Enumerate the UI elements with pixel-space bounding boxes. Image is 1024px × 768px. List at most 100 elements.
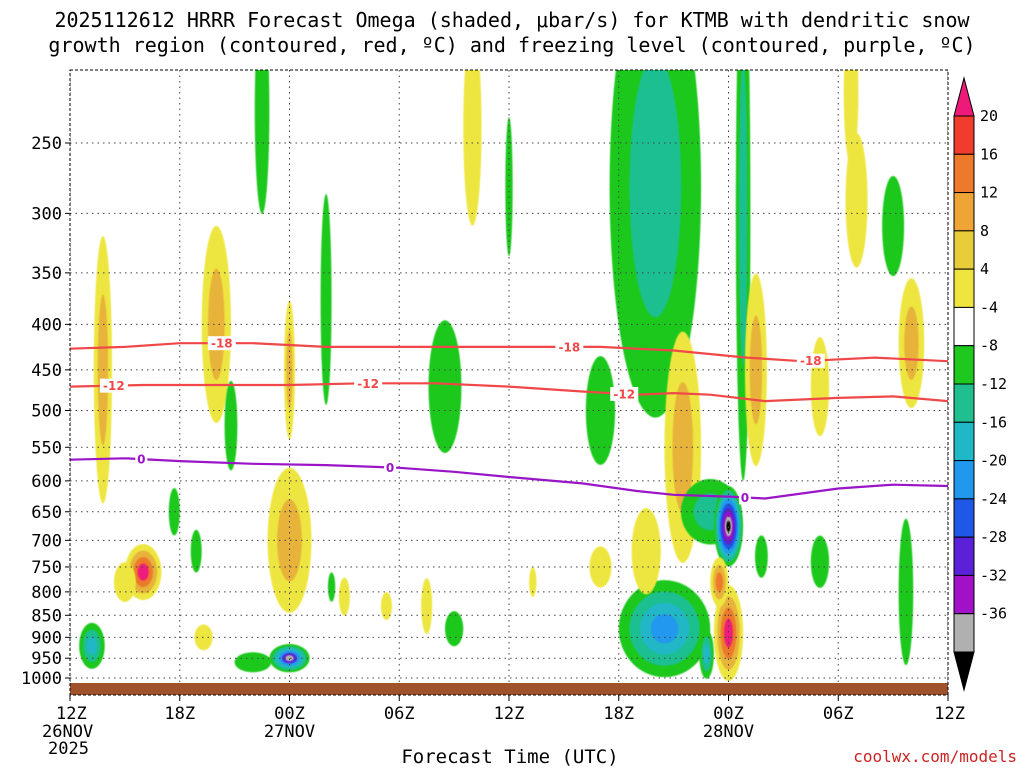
colorbar-label-0: 20 [980,107,998,125]
colorbar-label-6: -8 [980,337,998,355]
colorbar-box-7 [953,383,975,423]
omega-colorbar: 20 16 12 8 4 -4 -8 -12 -16 -20 -24 -28 -32 -36 [953,76,1007,692]
y-tick-label-550: 550 [31,438,62,458]
chart-title-line-2: growth region (contoured, red, ºC) and f… [48,33,975,57]
dgz-bottom-label-0: -12 [103,379,125,393]
freezing-level-label-bg-1 [384,460,397,475]
omega-blob-43-ring-4 [463,70,482,226]
colorbar-box-9 [953,460,975,500]
omega-blob-28-ring-4 [810,337,830,437]
omega-blob-6-ring-8 [277,499,302,582]
omega-blob-8-ring--4 [234,652,272,673]
omega-shading [79,70,925,681]
colorbar-box-11 [953,536,975,576]
colorbar-label-7: -12 [980,375,1007,393]
dgz-bottom-label-1: -12 [357,377,379,391]
pressure-axis: 2503003504004505005506006507007508008509… [21,134,70,689]
colorbar-box-1 [953,153,975,194]
colorbar-label-8: -16 [980,413,1007,431]
colorbar-label-11: -28 [980,528,1007,546]
omega-blob-34-ring-4 [589,546,612,588]
y-tick-label-300: 300 [31,204,62,224]
omega-blob-37-ring-4 [194,624,213,651]
omega-blob-11-ring--4 [254,70,270,214]
y-tick-label-850: 850 [31,606,62,626]
x-tick-label-42: 06Z [823,704,854,724]
x-tick-label-24: 12Z [494,704,525,724]
omega-blob-9-ring-8 [286,330,293,410]
colorbar-box-13 [953,613,975,653]
omega-blob-10-ring--4 [320,194,332,405]
y-tick-label-800: 800 [31,583,62,603]
omega-blob-18-ring-4 [631,508,661,595]
omega-blob-21-ring--36 [726,520,731,532]
x-tick-label-6: 18Z [164,704,195,724]
omega-blob-38-ring--4 [168,487,180,536]
omega-blob-33-ring--4 [898,518,914,666]
omega-blob-7-ring--32 [285,655,294,662]
x-tick-date-0: 26NOV [42,722,93,742]
omega-blob-14-ring--4 [444,611,464,647]
colorbar-label-4: 4 [980,260,989,278]
freezing-level-label-2: 0 [741,491,749,505]
y-tick-label-950: 950 [31,649,62,669]
colorbar-label-3: 8 [980,222,989,240]
y-tick-label-750: 750 [31,558,62,578]
omega-blob-17-ring--16 [650,614,679,644]
omega-blob-30-ring-4 [845,133,868,268]
dgz-bottom-label-bg-2 [610,386,639,401]
colorbar-box-3 [953,230,975,270]
x-tick-date-36: 28NOV [703,722,754,742]
y-tick-label-500: 500 [31,402,62,422]
x-tick-label-36: 00Z [713,704,744,724]
omega-blob-3-ring--12 [86,636,97,655]
dgz-top-label-bg-0 [207,336,236,351]
omega-blob-5-ring--4 [224,380,238,471]
terrain-ground [70,683,948,695]
x-tick-year-0: 2025 [48,739,89,759]
y-tick-label-250: 250 [31,134,62,154]
omega-blob-13-ring-4 [421,578,433,635]
omega-blob-0-ring-8 [97,294,109,446]
colorbar-box-2 [953,192,975,232]
omega-blob-22-ring-20 [724,618,733,648]
colorbar-label-13: -36 [980,605,1007,623]
dgz-top-label-0: -18 [211,337,233,351]
x-axis-title: Forecast Time (UTC) [401,746,618,768]
omega-blob-40-ring-4 [338,577,350,616]
y-tick-label-350: 350 [31,264,62,284]
omega-blob-41-ring--4 [327,572,336,602]
grid-lines [70,70,948,695]
colorbar-box-10 [953,498,975,538]
omega-blob-32-ring-8 [904,306,919,380]
dgz-top-label-1: -18 [559,340,581,354]
colorbar-box-0 [953,115,975,155]
freezing-level-label-0: 0 [137,453,145,467]
omega-blob-19-ring-8 [672,381,694,513]
colorbar-label-9: -20 [980,452,1007,470]
colorbar-label-10: -24 [980,490,1007,508]
omega-blob-29-ring--4 [810,535,830,588]
temperature-contours: -18 -18 -18 -12 -12 -12 0 0 0 [70,336,948,505]
y-tick-label-600: 600 [31,472,62,492]
omega-blob-16-ring--8 [629,70,682,318]
colorbar-box-12 [953,574,975,615]
colorbar-label-1: 16 [980,145,998,163]
colorbar-box-8 [953,421,975,462]
dgz-bottom-label-2: -12 [613,387,635,401]
omega-blob-36-ring-4 [380,592,392,621]
omega-blob-12-ring--4 [428,320,462,453]
dgz-top-label-2: -18 [800,354,822,368]
colorbar-box-5 [953,306,975,347]
y-tick-label-700: 700 [31,531,62,551]
credit-text: coolwx.com/models [853,747,1017,766]
dgz-top-label-bg-1 [555,339,584,354]
omega-blob-26-ring-8 [749,315,763,425]
omega-blob-4-ring-8 [208,268,225,381]
dgz-bottom-label-bg-0 [99,378,128,393]
freezing-level-label-bg-2 [738,490,751,505]
x-tick-label-48: 12Z [934,704,965,724]
freezing-level-label-bg-0 [135,452,148,467]
